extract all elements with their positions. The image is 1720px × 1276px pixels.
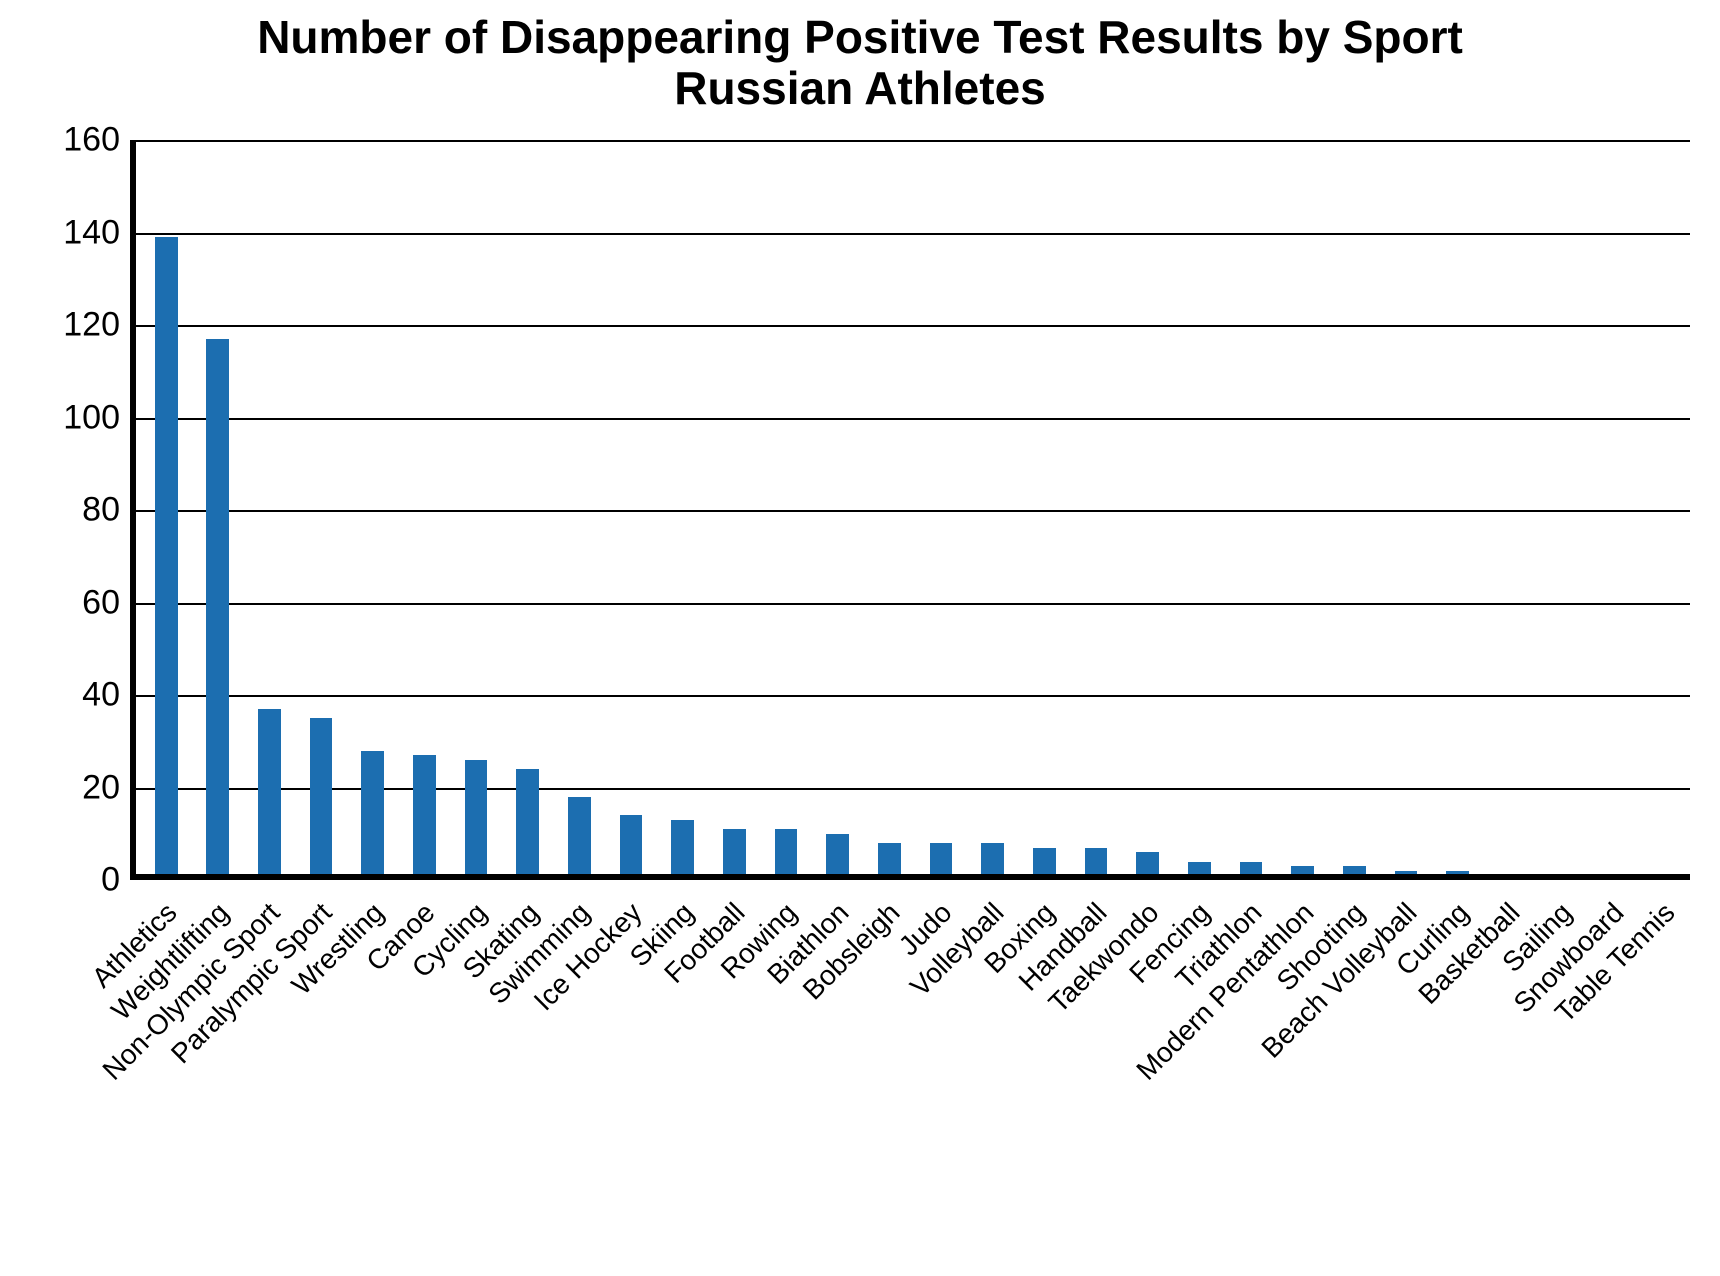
chart-title: Number of Disappearing Positive Test Res… xyxy=(0,12,1720,113)
plot-area: 020406080100120140160AthleticsWeightlift… xyxy=(130,140,1690,880)
y-axis xyxy=(130,140,136,880)
y-tick-label: 160 xyxy=(8,121,120,160)
y-tick-label: 80 xyxy=(8,491,120,530)
y-tick-label: 120 xyxy=(8,306,120,345)
bar xyxy=(258,709,281,880)
y-tick-label: 100 xyxy=(8,398,120,437)
y-tick-label: 0 xyxy=(8,861,120,900)
y-tick-label: 60 xyxy=(8,583,120,622)
chart-title-line2: Russian Athletes xyxy=(0,63,1720,114)
bar xyxy=(671,820,694,880)
bar xyxy=(568,797,591,880)
grid-line xyxy=(130,325,1690,327)
bar xyxy=(723,829,746,880)
grid-line xyxy=(130,603,1690,605)
grid-line xyxy=(130,695,1690,697)
bar xyxy=(620,815,643,880)
bar xyxy=(361,751,384,881)
bar-chart: Number of Disappearing Positive Test Res… xyxy=(0,0,1720,1276)
y-tick-label: 20 xyxy=(8,768,120,807)
bar xyxy=(413,755,436,880)
bar xyxy=(516,769,539,880)
bar xyxy=(465,760,488,880)
bar xyxy=(310,718,333,880)
chart-title-line1: Number of Disappearing Positive Test Res… xyxy=(0,12,1720,63)
grid-line xyxy=(130,140,1690,142)
y-tick-label: 40 xyxy=(8,676,120,715)
x-axis xyxy=(130,874,1690,880)
bar xyxy=(206,339,229,880)
y-tick-label: 140 xyxy=(8,213,120,252)
grid-line xyxy=(130,510,1690,512)
bar xyxy=(155,237,178,880)
grid-line xyxy=(130,418,1690,420)
grid-line xyxy=(130,233,1690,235)
bar xyxy=(775,829,798,880)
